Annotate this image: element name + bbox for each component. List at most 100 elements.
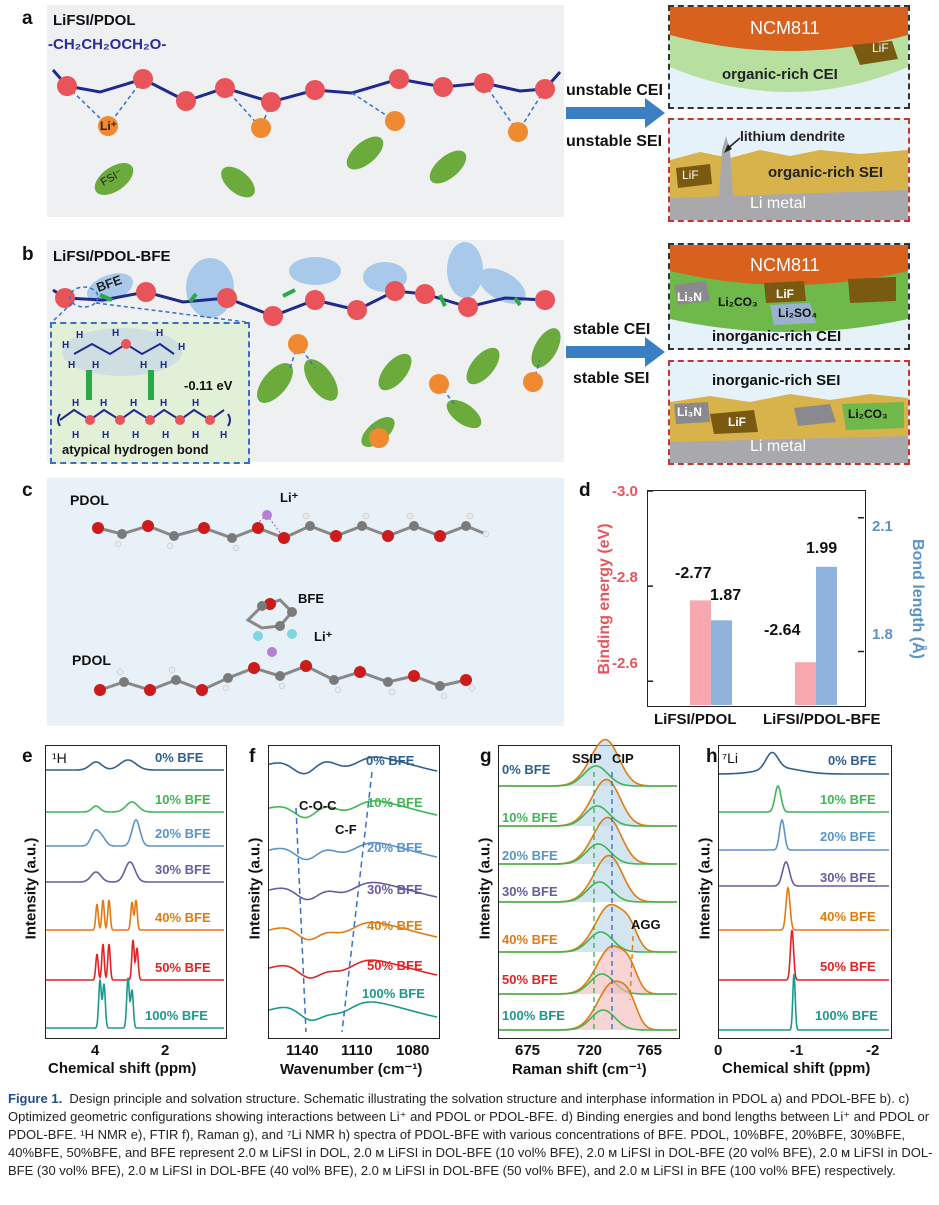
panel-a-cei-mid: organic-rich CEI: [722, 66, 838, 83]
panel-b-cei-lif: LiF: [776, 287, 794, 301]
svg-text:H: H: [72, 430, 79, 441]
panel-g-ylabel: Intensity (a.u.): [476, 837, 494, 940]
panel-g-fill-area: [499, 817, 677, 864]
panel-g-frame: [498, 745, 680, 1039]
panel-g-series-label: 20% BFE: [502, 848, 558, 863]
panel-g-component-ssip: [499, 973, 677, 995]
panel-g-fill-area: [499, 779, 677, 826]
panel-c-label: c: [22, 480, 33, 501]
panel-h-series-label: 30% BFE: [820, 870, 876, 885]
panel-e-tick-0: 4: [91, 1042, 100, 1059]
panel-h-spectrum-line: [719, 861, 889, 887]
panel-b-sei-limetal: Li metal: [750, 438, 807, 455]
svg-text:H: H: [192, 398, 199, 409]
panel-g-ann-agg: AGG: [631, 917, 661, 932]
panel-d-category-0: LiFSI/PDOL: [654, 711, 737, 728]
panel-a-sei-dendrite: lithium dendrite: [740, 128, 845, 144]
panel-g-fill-area: [499, 981, 677, 1030]
panel-b-sei-lif: LiF: [728, 415, 746, 429]
panel-h-spectrum-line: [719, 751, 889, 775]
svg-text:H: H: [160, 360, 167, 371]
panel-b-title: LiFSI/PDOL-BFE: [53, 248, 171, 265]
panel-g-series-label: 10% BFE: [502, 810, 558, 825]
panel-b-energy: -0.11 eV: [184, 378, 233, 393]
panel-h-spectrum-line: [719, 885, 889, 931]
panel-h-nucleus: ⁷Li: [722, 750, 738, 766]
panel-a-cei-box: [668, 5, 910, 109]
panel-h-series-label: 10% BFE: [820, 792, 876, 807]
svg-text:H: H: [140, 360, 147, 371]
panel-h-spectrum-line: [719, 929, 889, 981]
panel-g-ann-cip: CIP: [612, 751, 634, 766]
panel-f-series-label: 0% BFE: [366, 753, 415, 768]
panel-g-fill-area: [499, 855, 677, 902]
panel-f-xlabel: Wavenumber (cm⁻¹): [280, 1061, 423, 1078]
panel-g-xlabel: Raman shift (cm⁻¹): [512, 1061, 647, 1078]
panel-d-plot-frame: [647, 490, 866, 707]
panel-e-spectrum-line: [46, 819, 224, 847]
panel-g-series-label: 100% BFE: [502, 1008, 565, 1023]
panel-g-component-ssip: [499, 931, 677, 953]
panel-d-tick-left-1: -2.8: [612, 569, 638, 586]
panel-b-sei-box: [668, 360, 910, 465]
panel-c-pdol-bottom: PDOL: [72, 652, 111, 668]
bar-bond-length: [816, 566, 837, 705]
panel-d-value-label-2: -2.64: [764, 622, 801, 639]
caption-text: Design principle and solvation structure…: [8, 1091, 933, 1178]
panel-b-sei-li3n: Li₃N: [677, 405, 702, 419]
panel-h-series-label: 50% BFE: [820, 959, 876, 974]
bar-binding-energy: [690, 600, 711, 705]
panel-g-guide-agg: [629, 935, 634, 1001]
panel-e-spectrum-line: [46, 759, 224, 771]
panel-d-tick-left-2: -2.6: [612, 655, 638, 672]
panel-e-spectrum-line: [46, 939, 224, 981]
svg-text:H: H: [132, 430, 139, 441]
panel-g-tick-0: 675: [515, 1042, 541, 1059]
panel-f-series-label: 10% BFE: [367, 795, 423, 810]
panel-e-label: e: [22, 746, 33, 767]
panel-d-tick-right-0: 2.1: [872, 518, 893, 535]
panel-h-spectrum-line: [719, 784, 889, 813]
panel-f-frame: [268, 745, 440, 1039]
svg-text:H: H: [160, 398, 167, 409]
panel-a-li-label: Li⁺: [100, 119, 117, 133]
panel-d-tick-left-0: -3.0: [612, 483, 638, 500]
panel-a-arrow-top-text: unstable CEI: [566, 82, 663, 99]
panel-d-value-label-3: 1.99: [806, 540, 838, 557]
panel-f-tick-0: 1140: [286, 1042, 319, 1059]
svg-text:H: H: [192, 430, 199, 441]
panel-b-cei-box: [668, 243, 910, 350]
panel-f-series-label: 50% BFE: [367, 958, 423, 973]
panel-f-ylabel: Intensity (a.u.): [246, 837, 264, 940]
svg-text:H: H: [156, 328, 163, 339]
svg-text:H: H: [178, 342, 185, 353]
panel-h-series-label: 40% BFE: [820, 909, 876, 924]
panel-a-sei-box: [668, 118, 910, 222]
panel-e-spectrum-line: [46, 977, 224, 1029]
panel-e-nucleus: ¹H: [52, 750, 67, 766]
panel-f-guide-coc: [295, 807, 307, 1033]
panel-h-series-label: 100% BFE: [815, 1008, 878, 1023]
panel-f-spectrum-line: [268, 959, 438, 979]
panel-g-ann-ssip: SSIP: [572, 751, 602, 766]
panel-h-tick-2: -2: [866, 1042, 880, 1059]
panel-a-arrow-bottom-text: unstable SEI: [566, 133, 663, 150]
panel-a-cei-lif: LiF: [872, 41, 889, 55]
panel-b-arrow-top-text: stable CEI: [573, 321, 651, 338]
panel-f-spectrum-line: [268, 800, 438, 819]
panel-b-cei-li2co3: Li₂CO₃: [718, 295, 758, 309]
panel-b-cei-li2so4: Li₂SO₄: [778, 306, 818, 320]
panel-h-tick-0: 0: [714, 1042, 723, 1059]
svg-text:H: H: [76, 330, 83, 341]
panel-a-sei-lif: LiF: [682, 168, 699, 182]
panel-c-pdol-top: PDOL: [70, 492, 109, 508]
panel-g-component-ssip: [499, 805, 677, 827]
panel-b-cei-ncm: NCM811: [750, 255, 820, 275]
svg-text:H: H: [112, 328, 119, 339]
panel-h-spectrum-line: [719, 973, 889, 1031]
